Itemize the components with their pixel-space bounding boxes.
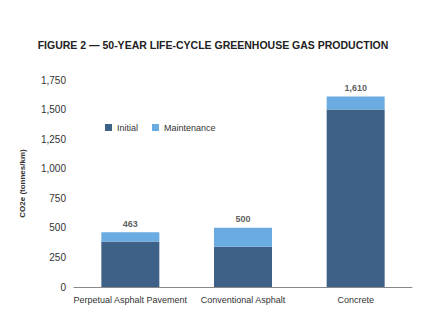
svg-text:Conventional Asphalt: Conventional Asphalt	[201, 295, 286, 305]
svg-text:1,500: 1,500	[41, 104, 66, 115]
svg-text:250: 250	[49, 252, 66, 263]
svg-text:1,000: 1,000	[41, 163, 66, 174]
svg-text:463: 463	[123, 219, 138, 229]
svg-text:1,610: 1,610	[344, 83, 367, 93]
svg-text:FIGURE 2 — 50-YEAR LIFE-CYCLE: FIGURE 2 — 50-YEAR LIFE-CYCLE GREENHOUSE…	[38, 39, 389, 51]
svg-text:Perpetual Asphalt Pavement: Perpetual Asphalt Pavement	[74, 295, 188, 305]
svg-text:500: 500	[235, 214, 250, 224]
svg-text:750: 750	[49, 193, 66, 204]
svg-text:Initial: Initial	[117, 123, 138, 133]
svg-text:1,250: 1,250	[41, 134, 66, 145]
svg-text:1,750: 1,750	[41, 75, 66, 86]
svg-text:CO2e (tonnes/km): CO2e (tonnes/km)	[18, 149, 27, 218]
svg-text:500: 500	[49, 222, 66, 233]
svg-text:Concrete: Concrete	[337, 295, 374, 305]
svg-text:Maintenance: Maintenance	[164, 123, 216, 133]
svg-text:0: 0	[60, 282, 66, 293]
